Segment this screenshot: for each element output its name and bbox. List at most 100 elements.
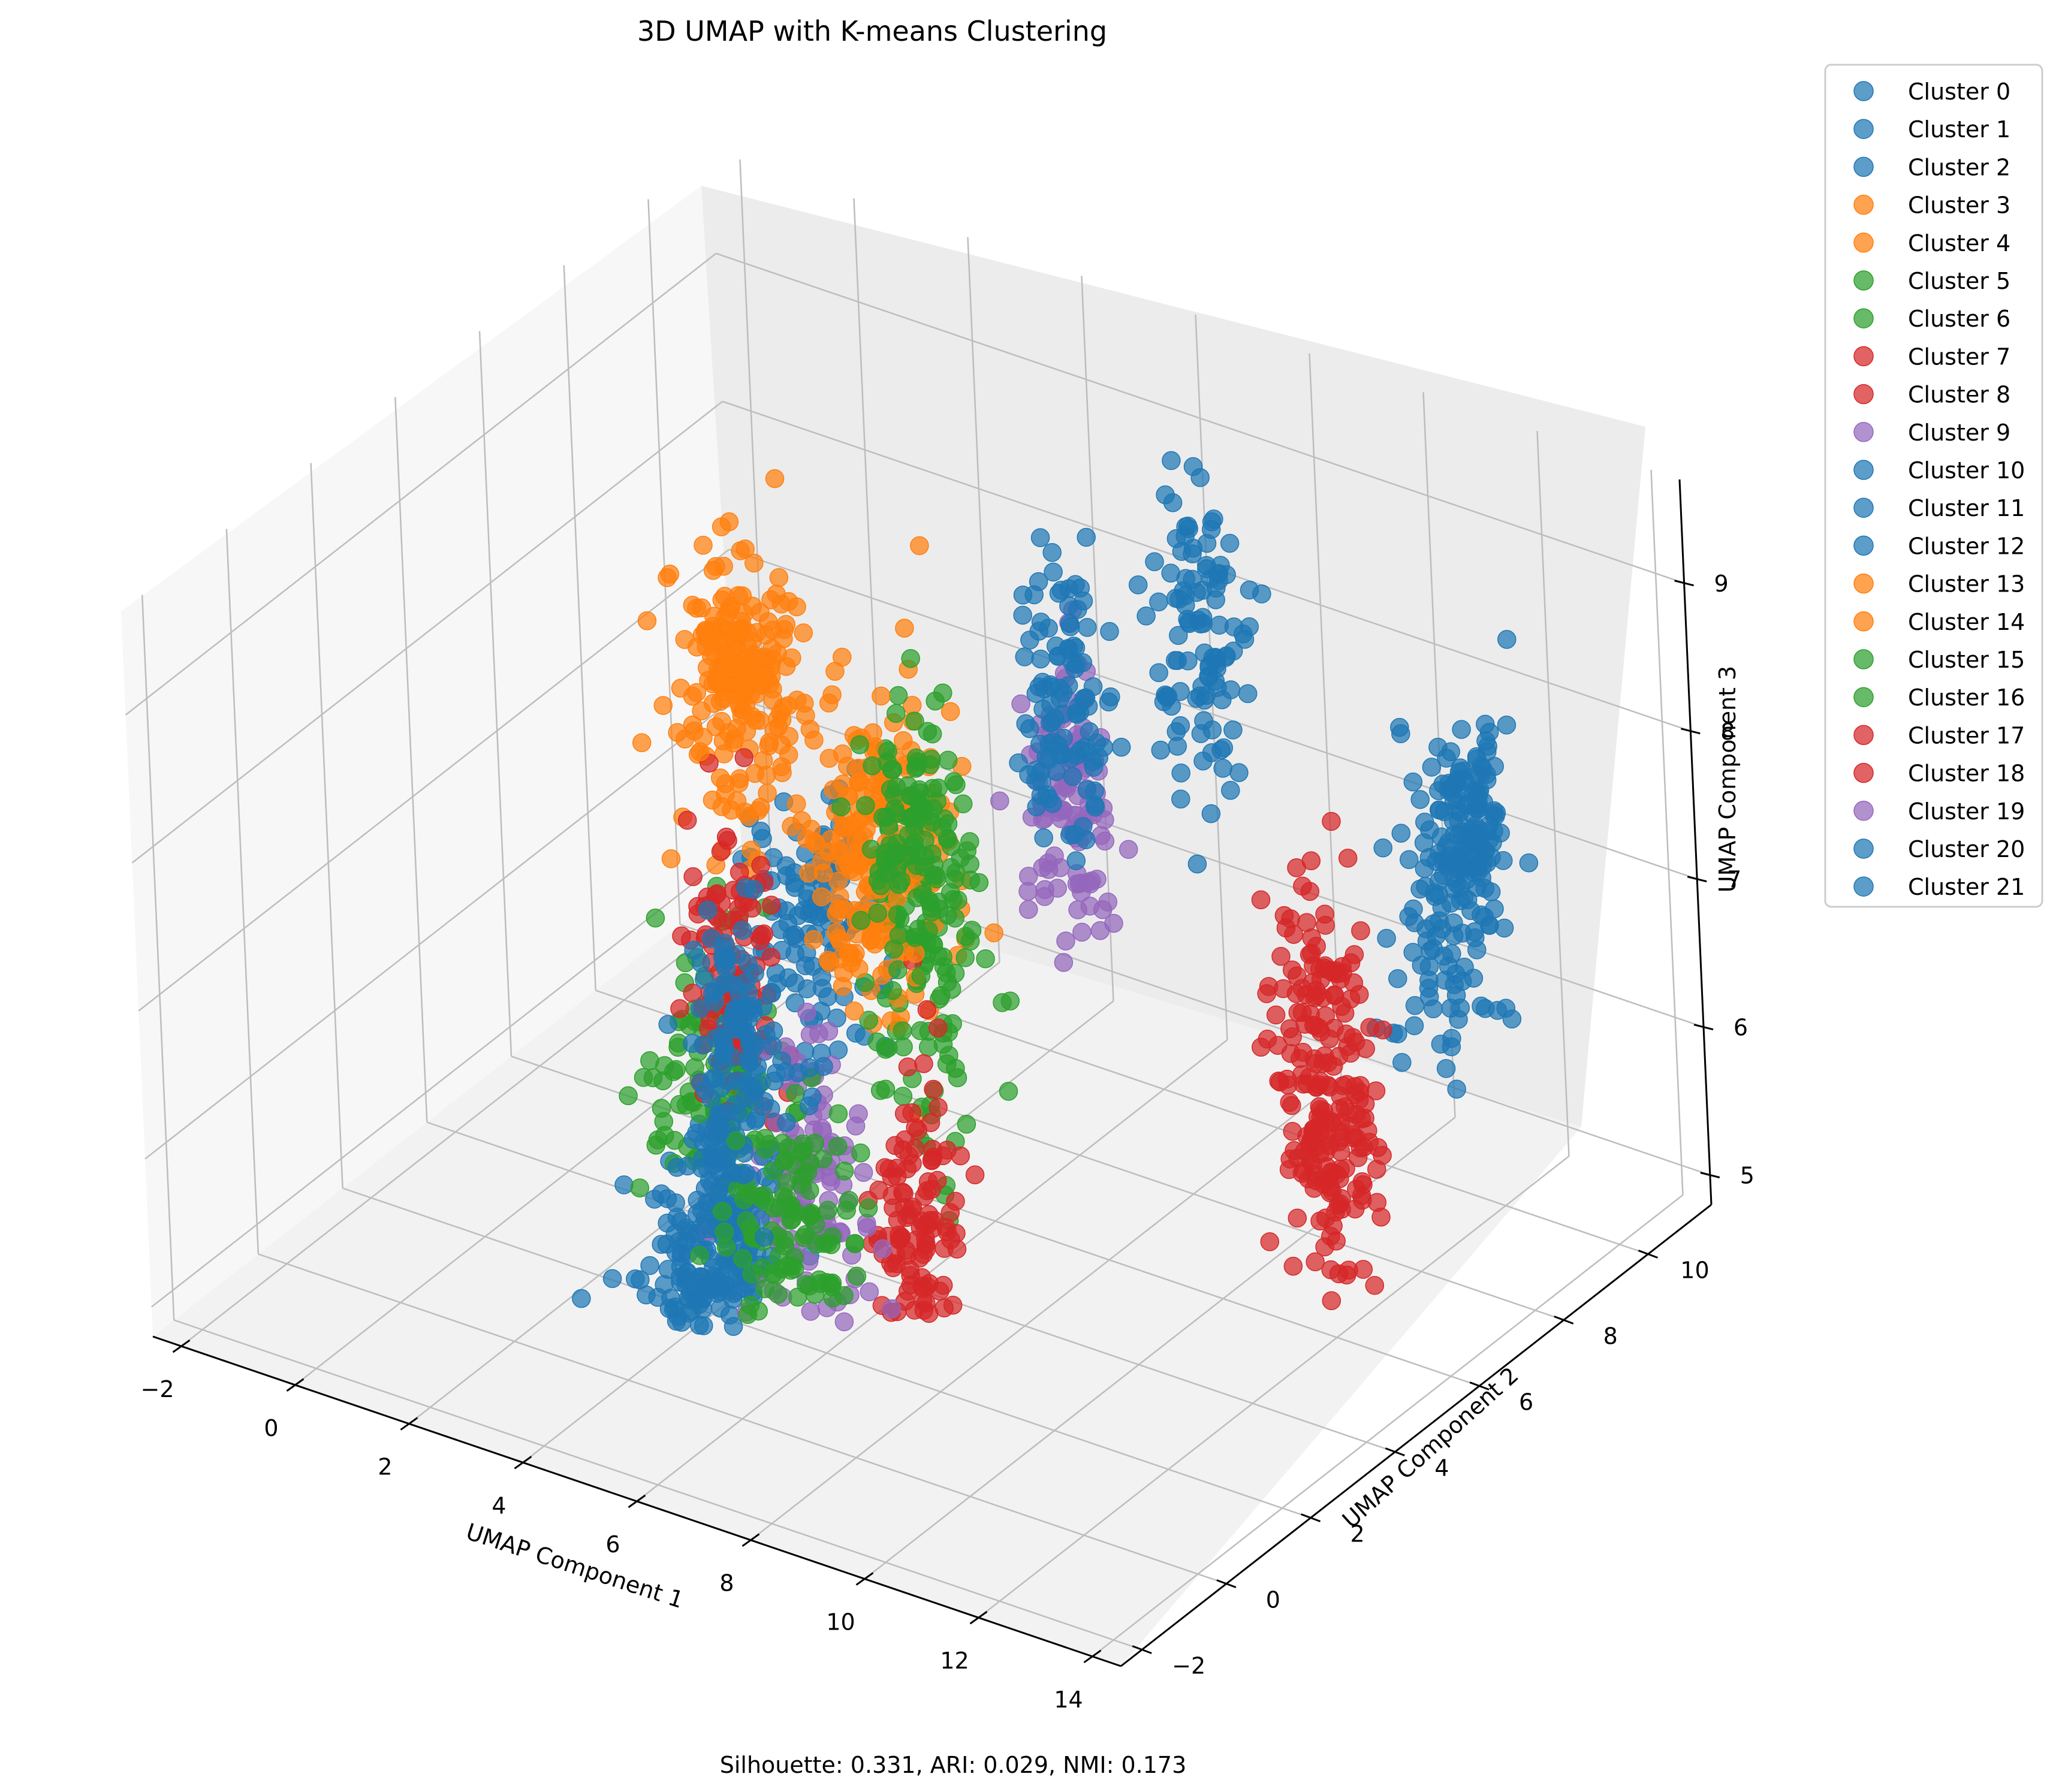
data-point [1314, 1102, 1334, 1121]
data-point [833, 647, 852, 667]
data-point [895, 619, 914, 638]
data-point [819, 693, 839, 713]
z-tick-label: 7 [1727, 867, 1741, 893]
y-tick-label: −2 [1172, 1653, 1205, 1679]
data-point [646, 1135, 666, 1155]
data-point [1287, 858, 1306, 877]
data-point [1497, 630, 1517, 649]
data-point [761, 1099, 780, 1118]
data-point [1018, 882, 1038, 901]
data-point [1333, 1076, 1352, 1096]
legend-marker [1853, 308, 1874, 328]
data-point [911, 966, 931, 985]
data-point [911, 1021, 930, 1040]
data-point [786, 1156, 805, 1175]
z-tick-mark [1687, 876, 1707, 883]
data-point [723, 1008, 742, 1027]
data-point [1149, 592, 1168, 612]
data-point [640, 1256, 659, 1275]
data-point [1030, 735, 1050, 754]
data-point [1042, 543, 1062, 562]
legend-label: Cluster 19 [1908, 798, 2025, 825]
legend-item: Cluster 3 [1853, 192, 2010, 219]
data-point [851, 910, 871, 930]
x-gridline-back [1650, 469, 1684, 1195]
data-point [906, 1118, 925, 1138]
data-point [703, 1176, 722, 1195]
data-point [826, 923, 846, 942]
data-point [940, 1203, 960, 1223]
data-point [928, 1098, 948, 1117]
x-gridline-floor [636, 1039, 1228, 1502]
data-point [933, 1275, 953, 1295]
data-point [640, 1051, 659, 1070]
legend-item: Cluster 5 [1853, 268, 2010, 294]
data-point [712, 590, 732, 610]
data-point [773, 1134, 792, 1153]
data-point [659, 1299, 679, 1319]
data-point [795, 956, 815, 976]
data-point [788, 1287, 807, 1307]
data-point [1223, 720, 1243, 740]
data-point [822, 1277, 842, 1296]
data-point [740, 998, 759, 1018]
data-point [894, 1037, 913, 1057]
legend-marker [1853, 876, 1874, 897]
legend-label: Cluster 15 [1908, 647, 2025, 673]
legend-item: Cluster 4 [1853, 230, 2010, 257]
y-tick-mark [1216, 1579, 1237, 1588]
data-point [887, 1254, 906, 1274]
data-point [787, 597, 806, 617]
data-point [941, 858, 961, 877]
legend-label: Cluster 6 [1908, 306, 2010, 332]
data-point [893, 1087, 913, 1106]
y-gridline-left [563, 265, 596, 991]
data-point [762, 984, 781, 1003]
data-point [729, 773, 749, 793]
data-point [800, 1206, 820, 1226]
data-point [847, 1266, 867, 1286]
legend-item: Cluster 11 [1853, 495, 2025, 521]
data-point [1415, 812, 1434, 832]
data-point [1213, 759, 1232, 778]
data-point [1204, 509, 1223, 529]
y-gridline-left [225, 529, 260, 1254]
data-point [873, 1239, 893, 1259]
data-point [900, 786, 920, 806]
data-point [1377, 928, 1396, 948]
data-point [1322, 811, 1341, 831]
legend-marker [1853, 194, 1874, 215]
y-tick-mark [1638, 1250, 1658, 1259]
data-point [1077, 780, 1097, 800]
data-point [725, 976, 744, 995]
data-point [1430, 800, 1449, 820]
legend-item: Cluster 16 [1853, 684, 2025, 711]
z-axis-line [1678, 479, 1713, 1205]
data-point [898, 1057, 918, 1077]
data-point [1085, 795, 1105, 814]
data-point [779, 968, 798, 988]
data-point [948, 1068, 967, 1088]
legend-item: Cluster 15 [1853, 647, 2025, 673]
legend-entries: Cluster 0 Cluster 1 Cluster 2 Cluster 3 Clus… [1853, 79, 2025, 900]
x-tick-label: 14 [1054, 1687, 1083, 1713]
y-tick-label: 10 [1680, 1257, 1709, 1284]
data-point [1111, 738, 1131, 757]
data-point [905, 1301, 924, 1320]
data-point [831, 949, 851, 969]
x-gridline-floor [180, 884, 773, 1347]
data-point [1519, 853, 1539, 873]
x-tick-label: −2 [140, 1376, 174, 1402]
y-gridline-floor [511, 1055, 1480, 1387]
data-point [1353, 1260, 1373, 1279]
data-point [850, 735, 869, 755]
metrics-footer: Silhouette: 0.331, ARI: 0.029, NMI: 0.17… [720, 1752, 1187, 1778]
y-tick-mark [1554, 1316, 1574, 1325]
y-gridline-floor [258, 1253, 1227, 1585]
series-cluster-20 [1009, 527, 1131, 870]
data-point [1202, 720, 1222, 740]
data-point [1101, 687, 1120, 707]
data-point [1048, 647, 1068, 666]
data-point [804, 930, 824, 949]
data-point [1156, 485, 1175, 505]
